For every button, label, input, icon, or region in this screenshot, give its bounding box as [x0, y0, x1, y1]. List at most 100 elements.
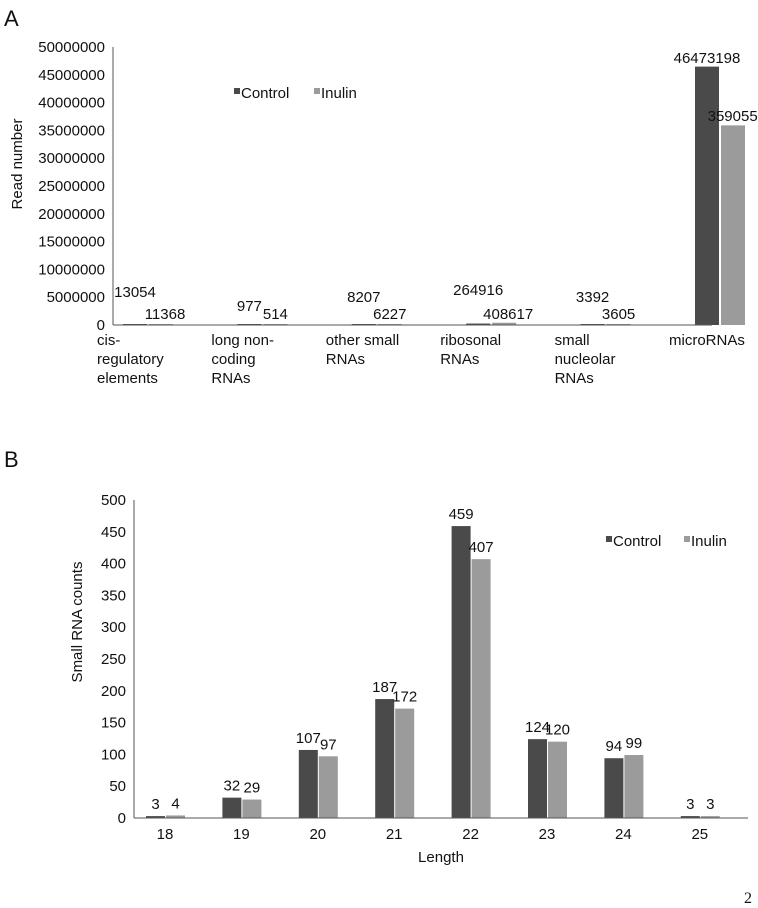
panel-b-y-ticks: 0 50 100 150 200 250 300 350 400 450 500	[101, 492, 126, 827]
control-bar	[451, 526, 471, 818]
panel-a-y-ticks: 0 5000000 10000000 15000000 20000000 25000000…	[38, 39, 105, 334]
control-value-label: 187	[372, 679, 397, 696]
legend-inulin-swatch	[314, 88, 320, 94]
panel-a-category-label: other small	[326, 332, 399, 349]
inulin-bar	[700, 816, 720, 818]
panel-b-category-label: 18	[157, 826, 174, 843]
panel-a-legend: Control Inulin	[234, 85, 357, 102]
control-value-label: 459	[449, 506, 474, 523]
control-bar	[680, 816, 700, 818]
panel-b-category-label: 24	[615, 826, 632, 843]
control-bar	[146, 816, 165, 818]
inulin-value-label: 120	[545, 722, 570, 739]
legend-control-swatch	[234, 88, 240, 94]
inulin-bar	[548, 741, 567, 818]
panel-b-y-tick-label: 450	[101, 524, 126, 541]
inulin-value-label: 408617	[483, 306, 533, 323]
panel-b-y-tick-label: 300	[101, 619, 126, 636]
inulin-value-label: 172	[392, 689, 417, 706]
panel-b-legend: Control Inulin	[606, 533, 727, 550]
inulin-bar	[318, 756, 338, 818]
panel-a-ylabel: Read number	[9, 119, 26, 210]
panel-b-category-label: 25	[691, 826, 708, 843]
panel-a-category-label: cis-	[97, 332, 120, 349]
panel-b-y-tick-label: 250	[101, 651, 126, 668]
inulin-bar	[471, 559, 491, 818]
control-value-label: 124	[525, 719, 550, 736]
panel-a-y-tick-label: 50000000	[38, 39, 105, 56]
control-value-label: 977	[237, 298, 262, 315]
legend-inulin-label: Inulin	[691, 533, 727, 550]
panel-a-y-tick-label: 25000000	[38, 178, 105, 195]
panel-a-y-tick-label: 0	[97, 317, 105, 334]
panel-a-y-tick-label: 35000000	[38, 122, 105, 139]
control-bar	[375, 699, 395, 818]
control-value-label: 3392	[576, 289, 609, 306]
legend-control-swatch	[606, 536, 612, 542]
panel-b-category-label: 21	[386, 826, 403, 843]
panel-a-category-label: RNAs	[555, 370, 594, 387]
panel-b-y-tick-label: 350	[101, 587, 126, 604]
control-value-label: 46473198	[674, 50, 741, 67]
panel-a-y-tick-label: 45000000	[38, 67, 105, 84]
panel-a-y-tick-label: 15000000	[38, 234, 105, 251]
panel-a-category-label: RNAs	[440, 351, 479, 368]
control-bar	[222, 797, 242, 818]
control-bar	[604, 758, 624, 818]
panel-a-bars	[123, 66, 745, 326]
control-value-label: 107	[296, 730, 321, 747]
panel-a-y-tick-label: 10000000	[38, 261, 105, 278]
inulin-bar	[395, 708, 415, 818]
inulin-value-label: 99	[626, 735, 643, 752]
panel-a-category-label: elements	[97, 370, 158, 387]
inulin-value-label: 97	[320, 736, 337, 753]
inulin-value-label: 29	[244, 780, 261, 797]
inulin-value-label: 3605	[602, 306, 635, 323]
panel-a-category-label: RNAs	[326, 351, 365, 368]
panel-a-category-label: coding	[211, 351, 255, 368]
inulin-value-label: 407	[469, 539, 494, 556]
inulin-bar	[721, 125, 745, 325]
panel-a-category-label: RNAs	[211, 370, 250, 387]
control-bar	[466, 323, 491, 325]
panel-b-category-label: 23	[539, 826, 556, 843]
inulin-bar	[492, 322, 517, 325]
panel-b-y-tick-label: 400	[101, 556, 126, 573]
legend-control-label: Control	[613, 533, 661, 550]
control-bar	[298, 749, 318, 818]
inulin-value-label: 6227	[373, 306, 406, 323]
panel-b-y-tick-label: 100	[101, 746, 126, 763]
panel-b-y-tick-label: 500	[101, 492, 126, 509]
inulin-bar	[624, 755, 644, 818]
panel-b-letter: B	[4, 447, 19, 472]
inulin-value-label: 35905572	[708, 108, 758, 125]
panel-b-category-label: 22	[462, 826, 479, 843]
panel-b-y-tick-label: 0	[118, 810, 126, 827]
control-bar	[528, 739, 547, 818]
panel-b-ylabel: Small RNA counts	[69, 562, 86, 683]
panel-a-category-label: ribosonal	[440, 332, 501, 349]
panel-a-y-tick-label: 20000000	[38, 206, 105, 223]
control-value-label: 3	[686, 796, 694, 813]
inulin-value-label: 11368	[145, 306, 186, 323]
inulin-bar	[166, 815, 185, 818]
control-value-label: 8207	[347, 289, 380, 306]
panel-b-category-label: 20	[309, 826, 326, 843]
inulin-value-label: 3	[706, 796, 714, 813]
panel-b-y-tick-label: 50	[109, 778, 126, 795]
panel-a-category-label: regulatory	[97, 351, 164, 368]
panel-a-category-label: nucleolar	[555, 351, 616, 368]
panel-b-category-label: 19	[233, 826, 250, 843]
panel-b-bars	[146, 526, 720, 818]
legend-inulin-label: Inulin	[321, 85, 357, 102]
control-value-label: 264916	[453, 282, 503, 299]
inulin-value-label: 4	[171, 795, 179, 812]
control-value-label: 94	[606, 738, 623, 755]
panel-b-y-tick-label: 150	[101, 715, 126, 732]
inulin-value-label: 514	[263, 306, 288, 323]
panel-b-category-labels: 18 19 20 21 22 23 24 25	[157, 826, 708, 843]
panel-a-category-label: long non-	[211, 332, 274, 349]
